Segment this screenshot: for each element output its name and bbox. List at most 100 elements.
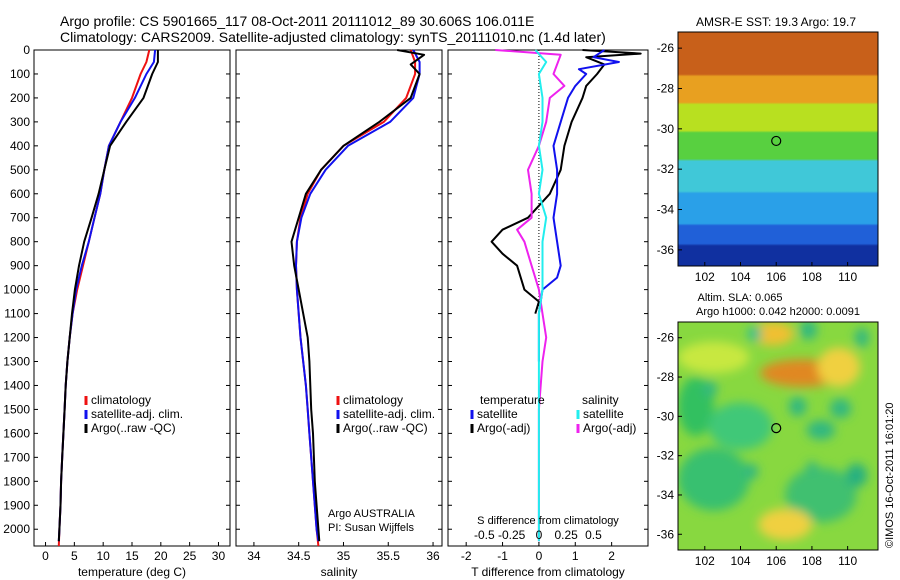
difference-top-ticklabel: 0 <box>536 528 543 542</box>
sst-map-title: AMSR-E SST: 19.3 Argo: 19.7 <box>696 15 856 29</box>
sla-axes: 102 104 106 108 110 -26 -28 -30 -32 -34 -36 <box>657 331 858 568</box>
temperature-legend-label: satellite-adj. clim. <box>91 407 183 421</box>
salinity-x-ticklabel: 36 <box>426 549 440 563</box>
temperature-x-ticklabel: 10 <box>96 549 110 563</box>
temperature-black-line <box>57 50 159 542</box>
depth-axis: 0 100 200 300 400 500 600 700 800 900 1000 1100 1200… <box>3 43 230 536</box>
depth-ticklabel: 700 <box>10 211 30 225</box>
depth-ticklabel: 1900 <box>3 498 30 512</box>
depth-ticklabel: 1400 <box>3 378 30 392</box>
difference-top-ticklabel: 0.5 <box>585 528 602 542</box>
sla-blob <box>799 322 818 340</box>
depth-ticklabel: 800 <box>10 235 30 249</box>
sla-xticklabel: 104 <box>730 554 750 568</box>
sst-yticklabel: -30 <box>657 122 675 136</box>
depth-ticklabel: 900 <box>10 259 30 273</box>
salinity-x-ticklabel: 35.5 <box>377 549 401 563</box>
sla-map-title-line2: Argo h1000: 0.042 h2000: 0.0091 <box>696 306 860 318</box>
salinity-profiles <box>290 49 426 547</box>
salinity-panel: 34 34.5 35 35.5 36 salinity climatologysatel… <box>235 49 443 579</box>
difference-black-line <box>490 49 642 314</box>
difference-xlabel-top: S difference from climatology <box>477 515 619 527</box>
salinity-xlabel: salinity <box>321 565 358 579</box>
sla-blob <box>744 463 759 480</box>
sla-yticklabel: -32 <box>657 449 675 463</box>
salinity-xaxis: 34 34.5 35 35.5 36 <box>247 542 440 563</box>
sst-yticklabel: -36 <box>657 243 675 257</box>
depth-ticklabel: 2000 <box>3 522 30 536</box>
sla-blob <box>785 467 857 523</box>
difference-x-ticklabel: -1 <box>497 549 508 563</box>
difference-blue-line <box>537 49 620 362</box>
salinity-legend-title: salinity <box>582 393 619 407</box>
difference-top-ticklabel: 0.25 <box>555 528 579 542</box>
temperature-x-ticklabel: 0 <box>42 549 49 563</box>
sla-blob <box>806 461 818 474</box>
sst-xticklabel: 106 <box>766 270 786 284</box>
difference-top-ticklabel: -0.5 <box>474 528 495 542</box>
salinity-black-line <box>290 49 426 542</box>
difference-xlabel-bottom: T difference from climatology <box>471 565 625 579</box>
depth-ticklabel: 1800 <box>3 474 30 488</box>
sla-blob <box>678 447 750 511</box>
sla-map-panel: Altim. SLA: 0.065 Argo h1000: 0.042 h200… <box>657 292 879 568</box>
depth-ticklabel: 300 <box>10 115 30 129</box>
sst-axes: 102 104 106 108 110 -26 -28 -30 -32 -34 -36 <box>657 41 858 284</box>
sla-blob <box>708 402 773 450</box>
temperature-plot-frame <box>33 49 231 547</box>
sla-blob <box>817 347 861 387</box>
salinity-x-ticklabel: 34 <box>247 549 261 563</box>
difference-yticks <box>448 49 648 530</box>
depth-ticklabel: 0 <box>23 43 30 57</box>
sla-yticklabel: -28 <box>657 370 675 384</box>
salinity-legend-label: satellite-adj. clim. <box>343 407 435 421</box>
argo-australia-note: Argo AUSTRALIA <box>328 508 415 520</box>
sla-blob <box>747 325 762 342</box>
sla-map <box>678 322 878 550</box>
sst-yticklabel: -28 <box>657 81 675 95</box>
temperature-red-line <box>57 49 151 547</box>
difference-profiles <box>490 49 642 542</box>
sst-xticklabel: 110 <box>838 270 857 284</box>
sla-yticklabel: -30 <box>657 409 675 423</box>
depth-ticklabel: 500 <box>10 163 30 177</box>
difference-plot-frame <box>447 49 649 547</box>
sla-map-frame <box>677 321 879 551</box>
difference-sal-legend-label: Argo(-adj) <box>583 421 636 435</box>
sst-yticklabel: -34 <box>657 203 675 217</box>
temperature-x-ticklabel: 20 <box>154 549 168 563</box>
depth-ticklabel: 1500 <box>3 402 30 416</box>
sla-xticklabel: 108 <box>802 554 822 568</box>
temperature-legend-label: Argo(..raw -QC) <box>91 421 176 435</box>
depth-ticklabel: 1000 <box>3 283 30 297</box>
depth-ticklabel: 1700 <box>3 450 30 464</box>
sla-blob <box>758 508 812 541</box>
sst-field <box>678 32 878 266</box>
sst-xticklabel: 108 <box>802 270 822 284</box>
sla-xticklabel: 102 <box>695 554 715 568</box>
sst-argo-marker <box>771 135 782 147</box>
salinity-legend-label: climatology <box>343 393 403 407</box>
sla-blob <box>703 380 718 397</box>
difference-temp-legend-label: satellite <box>477 407 518 421</box>
temperature-xaxis: 0 5 10 15 20 25 30 <box>42 542 225 563</box>
difference-x-ticklabel: 2 <box>608 549 615 563</box>
sla-blob <box>751 322 795 346</box>
sla-argo-marker <box>771 423 782 434</box>
sla-yticklabel: -36 <box>657 527 675 541</box>
sla-map-title-line1: Altim. SLA: 0.065 <box>698 292 783 304</box>
depth-ticklabel: 400 <box>10 139 30 153</box>
depth-ticklabel: 200 <box>10 91 30 105</box>
sla-blob <box>845 463 868 488</box>
sst-yticklabel: -32 <box>657 162 675 176</box>
sla-blob <box>806 420 836 440</box>
difference-top-ticklabels: -0.5 -0.25 0 0.25 0.5 <box>474 528 602 542</box>
sla-blob <box>854 327 870 348</box>
difference-temp-legend-label: Argo(-adj) <box>477 421 530 435</box>
temperature-profiles <box>57 49 159 547</box>
difference-top-ticklabel: -0.25 <box>498 528 526 542</box>
difference-x-ticklabel: -2 <box>461 549 472 563</box>
sla-blob <box>678 341 750 374</box>
